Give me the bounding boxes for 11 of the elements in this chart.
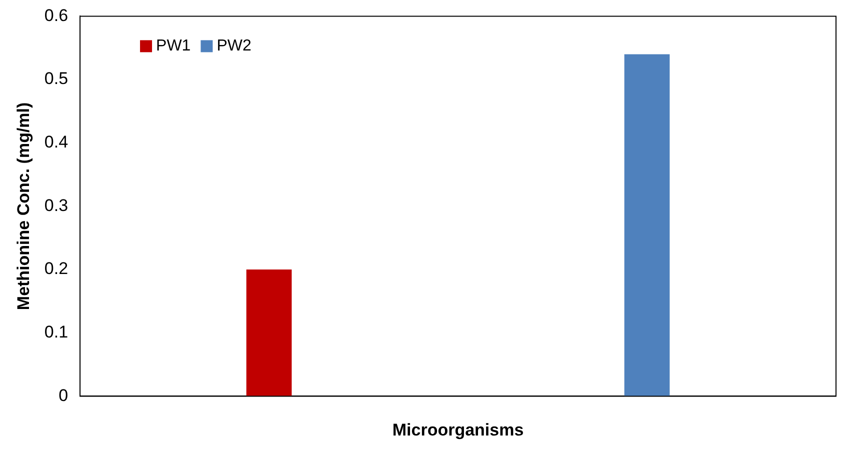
- x-axis-title: Microorganisms: [392, 420, 524, 440]
- y-axis-title: Methionine Conc. (mg/ml): [14, 102, 33, 310]
- y-tick-label: 0.5: [44, 69, 68, 88]
- y-tick-label: 0.2: [44, 259, 68, 278]
- y-tick-label: 0.3: [44, 196, 68, 215]
- y-tick-label: 0: [58, 386, 68, 405]
- legend-label: PW2: [216, 38, 252, 55]
- y-tick-label: 0.1: [44, 322, 68, 342]
- legend-label: PW1: [156, 38, 191, 55]
- y-tick-label: 0.6: [44, 6, 68, 25]
- y-tick-label: 0.4: [44, 132, 68, 152]
